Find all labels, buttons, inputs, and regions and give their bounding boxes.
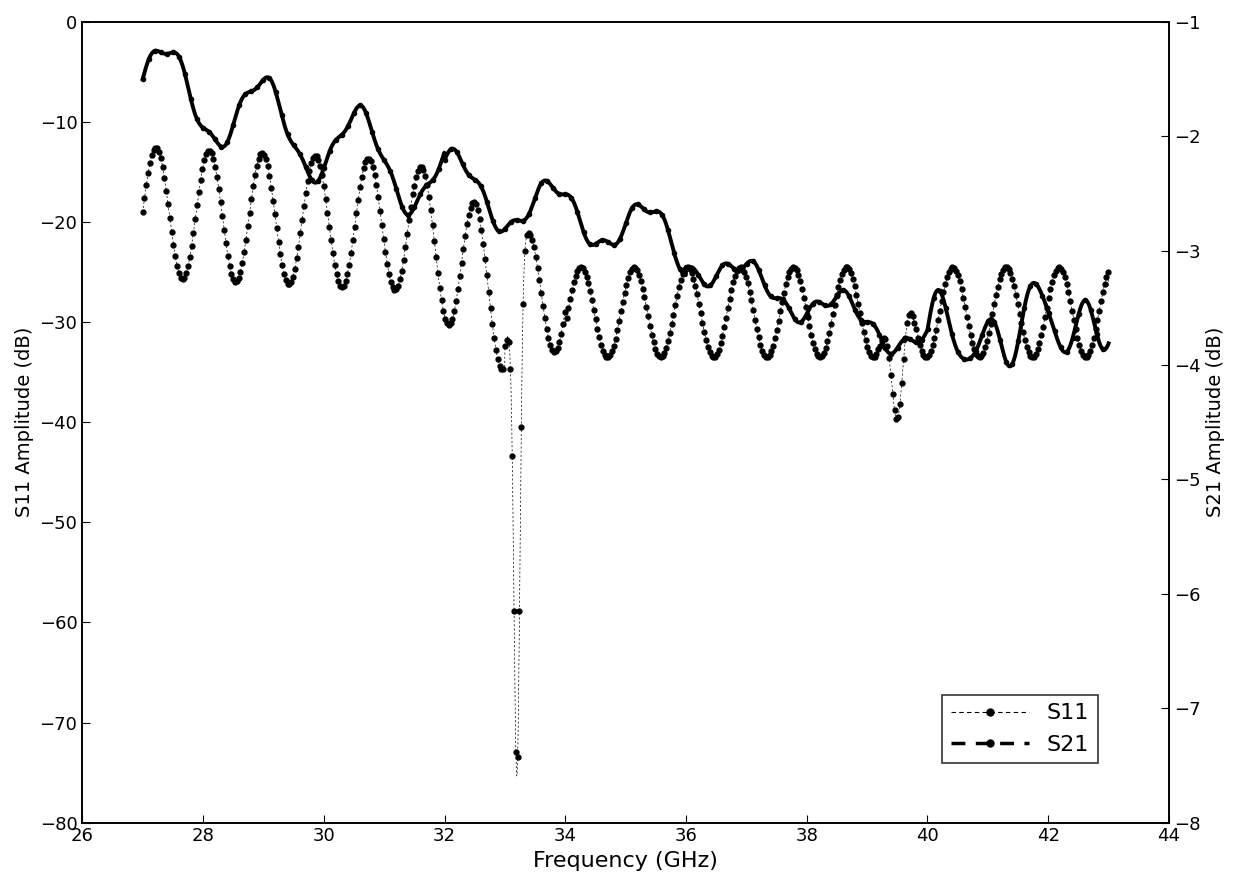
X-axis label: Frequency (GHz): Frequency (GHz): [533, 851, 718, 871]
S21: [1002, 361, 1017, 372]
S11: [835, 268, 849, 279]
S11: [954, 284, 968, 294]
S11: [1091, 310, 1106, 321]
S21: [749, 260, 764, 270]
Legend: S11, S21: S11, S21: [942, 695, 1099, 764]
Line: S21: S21: [140, 49, 1111, 369]
S21: [1101, 338, 1116, 349]
S11: [135, 206, 150, 217]
S11: [149, 143, 164, 153]
S21: [954, 352, 968, 362]
S21: [835, 285, 849, 296]
S11: [749, 323, 764, 334]
Y-axis label: S11 Amplitude (dB): S11 Amplitude (dB): [15, 327, 33, 517]
S21: [334, 130, 348, 141]
S11: [897, 354, 911, 364]
S11: [1101, 281, 1116, 291]
S11: [334, 281, 348, 291]
Y-axis label: S21 Amplitude (dB): S21 Amplitude (dB): [1207, 327, 1225, 517]
S21: [135, 74, 150, 84]
Line: S11: S11: [140, 145, 1111, 779]
S21: [895, 335, 910, 346]
S21: [1091, 334, 1106, 345]
S21: [149, 45, 164, 56]
S11: [510, 771, 525, 781]
